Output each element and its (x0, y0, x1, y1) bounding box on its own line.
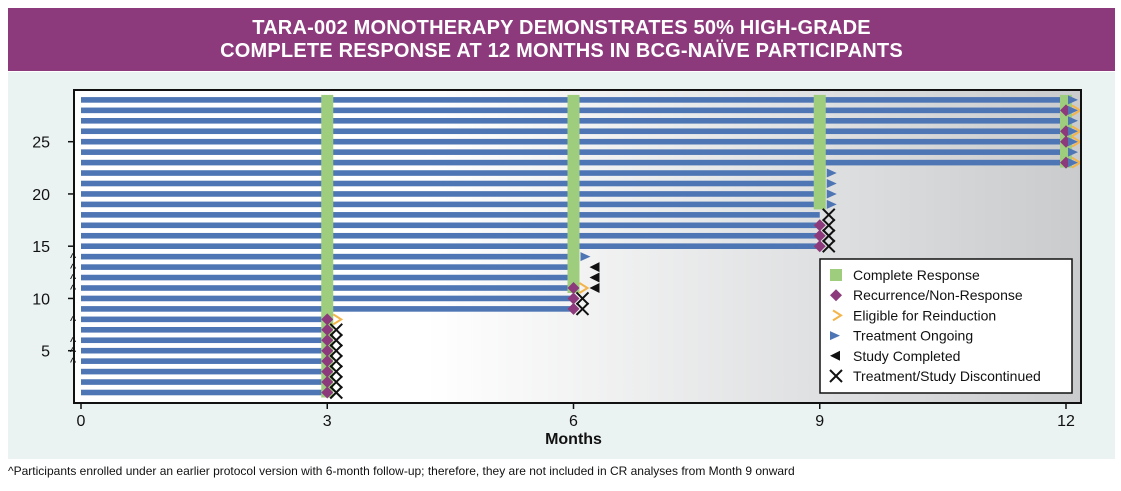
y-tick-label: 10 (32, 291, 50, 308)
discontinued-marker (329, 323, 343, 337)
ongoing-marker (826, 168, 837, 178)
discontinued-marker (329, 375, 343, 389)
discontinued-marker (329, 354, 343, 368)
participant-bar (81, 170, 820, 176)
y-tick-label: 15 (32, 239, 50, 256)
recurrence-marker (321, 344, 334, 357)
recurrence-marker (813, 240, 826, 253)
y-tick-label: 20 (32, 187, 50, 204)
ongoing-marker (580, 252, 591, 262)
participant-bar (81, 222, 820, 229)
discontinued-marker (575, 291, 590, 306)
ongoing-marker (826, 199, 837, 209)
legend-label: Eligible for Reinduction (853, 307, 996, 323)
title-line-1: TARA-002 MONOTHERAPY DEMONSTRATES 50% HI… (252, 16, 871, 39)
x-tick-label: 6 (569, 413, 578, 430)
x-tick-label: 9 (815, 413, 824, 430)
ongoing-marker (1068, 147, 1078, 157)
participant-bar (81, 327, 328, 333)
recurrence-marker (813, 229, 826, 242)
recurrence-marker (567, 282, 580, 294)
completed-marker (589, 272, 600, 283)
participant-bar (81, 232, 820, 239)
discontinued-marker (829, 369, 843, 383)
legend-box (819, 258, 1073, 394)
recurrence-marker (321, 355, 334, 368)
completed-marker (589, 283, 600, 293)
legend-label: Study Completed (853, 348, 960, 364)
participant-bar (81, 347, 328, 354)
footnote: ^Participants enrolled under an earlier … (8, 464, 795, 478)
chart-panel: ^ ^ ^ ^ ^ ^ ^ ^ 0 3 6 9 12 5 10 15 20 25 Months Complete … (8, 72, 1115, 459)
participant-bar (81, 389, 328, 396)
recurrence-marker (567, 292, 580, 305)
x-axis-label: Months (545, 431, 602, 448)
legend-swatch-complete-response (830, 269, 842, 281)
participant-bar (81, 358, 328, 364)
y-tick-label: 25 (32, 135, 50, 152)
recurrence-marker (321, 365, 334, 378)
title-line-2: COMPLETE RESPONSE AT 12 MONTHS IN BCG-NA… (220, 39, 903, 62)
reinduction-marker (578, 282, 590, 294)
ongoing-marker (1068, 116, 1078, 126)
discontinued-marker (822, 218, 836, 233)
discontinued-marker (822, 239, 836, 253)
x-tick-label: 12 (1057, 413, 1075, 430)
recurrence-marker (830, 289, 842, 302)
discontinued-marker (575, 302, 590, 316)
reinduction-marker (832, 309, 843, 322)
legend-label: Treatment/Study Discontinued (853, 368, 1041, 384)
discontinued-marker (822, 229, 836, 243)
discontinued-marker (822, 208, 836, 222)
recurrence-marker (321, 313, 334, 326)
participant-bar (81, 316, 328, 323)
participant-bar (81, 337, 328, 344)
recurrence-marker (321, 376, 334, 389)
participant-bar (81, 243, 820, 249)
discontinued-marker (329, 333, 343, 347)
participant-bar (81, 212, 820, 218)
ongoing-marker (1068, 158, 1078, 168)
completed-marker (830, 350, 840, 361)
x-tick-label: 0 (77, 413, 86, 430)
ongoing-marker (826, 189, 837, 199)
recurrence-marker (321, 334, 334, 347)
complete-response-band (567, 94, 580, 294)
discontinued-marker (329, 385, 343, 400)
ongoing-marker (830, 331, 840, 341)
y-tick-label: 5 (41, 344, 50, 361)
completed-marker (589, 262, 600, 273)
legend-label: Treatment Ongoing (853, 328, 973, 344)
ongoing-marker (1068, 126, 1078, 136)
recurrence-marker (813, 219, 826, 232)
legend-label: Complete Response (853, 267, 980, 283)
participant-bar (81, 368, 328, 375)
discontinued-marker (329, 343, 343, 358)
recurrence-marker (321, 386, 334, 399)
recurrence-marker (321, 323, 334, 336)
participant-bar (81, 201, 820, 208)
ongoing-marker (1068, 137, 1078, 147)
recurrence-marker (567, 302, 580, 315)
participant-bar (81, 180, 820, 187)
ongoing-marker (1068, 95, 1078, 105)
reinduction-marker (332, 313, 344, 326)
ongoing-marker (1068, 105, 1078, 115)
complete-response-band (813, 94, 826, 210)
title-banner: TARA-002 MONOTHERAPY DEMONSTRATES 50% HI… (8, 8, 1115, 71)
discontinued-marker (329, 364, 343, 379)
ongoing-marker (826, 179, 837, 188)
participant-bar (81, 191, 820, 197)
x-tick-label: 3 (323, 413, 332, 430)
participant-bar (81, 379, 328, 385)
legend-label: Recurrence/Non-Response (853, 287, 1023, 303)
